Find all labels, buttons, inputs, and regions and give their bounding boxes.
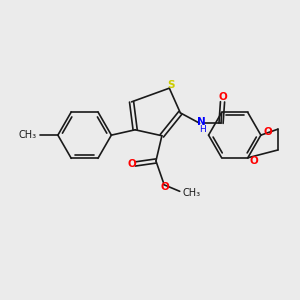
Text: CH₃: CH₃: [183, 188, 201, 198]
Text: O: O: [218, 92, 227, 102]
Text: O: O: [160, 182, 169, 192]
Text: O: O: [263, 127, 272, 137]
Text: O: O: [250, 156, 259, 166]
Text: N: N: [197, 117, 206, 127]
Text: O: O: [128, 159, 136, 169]
Text: H: H: [199, 125, 206, 134]
Text: S: S: [167, 80, 175, 90]
Text: CH₃: CH₃: [18, 130, 37, 140]
